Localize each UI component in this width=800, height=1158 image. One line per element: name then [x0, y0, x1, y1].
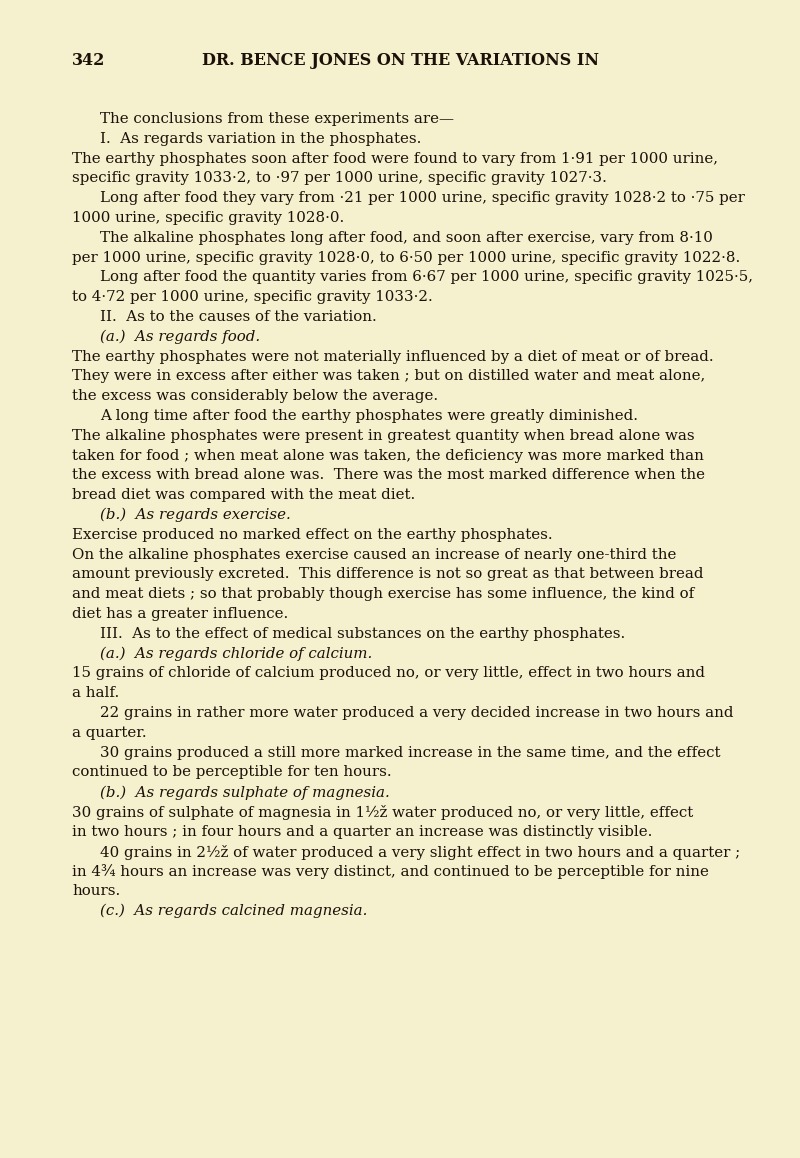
Text: (b.)  As regards exercise.: (b.) As regards exercise. [100, 508, 290, 522]
Text: to 4·72 per 1000 urine, specific gravity 1033·2.: to 4·72 per 1000 urine, specific gravity… [72, 291, 433, 305]
Text: bread diet was compared with the meat diet.: bread diet was compared with the meat di… [72, 489, 415, 503]
Text: amount previously excreted.  This difference is not so great as that between bre: amount previously excreted. This differe… [72, 567, 703, 581]
Text: DR. BENCE JONES ON THE VARIATIONS IN: DR. BENCE JONES ON THE VARIATIONS IN [202, 52, 598, 69]
Text: III.  As to the effect of medical substances on the earthy phosphates.: III. As to the effect of medical substan… [100, 626, 626, 640]
Text: 30 grains of sulphate of magnesia in 1½ž water produced no, or very little, effe: 30 grains of sulphate of magnesia in 1½ž… [72, 805, 694, 820]
Text: The alkaline phosphates were present in greatest quantity when bread alone was: The alkaline phosphates were present in … [72, 428, 694, 442]
Text: The earthy phosphates soon after food were found to vary from 1·91 per 1000 urin: The earthy phosphates soon after food we… [72, 152, 718, 166]
Text: The alkaline phosphates long after food, and soon after exercise, vary from 8·10: The alkaline phosphates long after food,… [100, 230, 713, 244]
Text: the excess with bread alone was.  There was the most marked difference when the: the excess with bread alone was. There w… [72, 468, 705, 483]
Text: The earthy phosphates were not materially influenced by a diet of meat or of bre: The earthy phosphates were not materiall… [72, 350, 714, 364]
Text: On the alkaline phosphates exercise caused an increase of nearly one-third the: On the alkaline phosphates exercise caus… [72, 548, 676, 562]
Text: in two hours ; in four hours and a quarter an increase was distinctly visible.: in two hours ; in four hours and a quart… [72, 824, 652, 838]
Text: 40 grains in 2½ž of water produced a very slight effect in two hours and a quart: 40 grains in 2½ž of water produced a ver… [100, 844, 740, 859]
Text: specific gravity 1033·2, to ·97 per 1000 urine, specific gravity 1027·3.: specific gravity 1033·2, to ·97 per 1000… [72, 171, 607, 185]
Text: diet has a greater influence.: diet has a greater influence. [72, 607, 288, 621]
Text: hours.: hours. [72, 885, 120, 899]
Text: The conclusions from these experiments are—: The conclusions from these experiments a… [100, 112, 454, 126]
Text: 342: 342 [72, 52, 106, 69]
Text: Long after food the quantity varies from 6·67 per 1000 urine, specific gravity 1: Long after food the quantity varies from… [100, 271, 753, 285]
Text: II.  As to the causes of the variation.: II. As to the causes of the variation. [100, 310, 377, 324]
Text: Exercise produced no marked effect on the earthy phosphates.: Exercise produced no marked effect on th… [72, 528, 553, 542]
Text: a quarter.: a quarter. [72, 726, 146, 740]
Text: 1000 urine, specific gravity 1028·0.: 1000 urine, specific gravity 1028·0. [72, 211, 344, 225]
Text: They were in excess after either was taken ; but on distilled water and meat alo: They were in excess after either was tak… [72, 369, 706, 383]
Text: a half.: a half. [72, 687, 119, 701]
Text: taken for food ; when meat alone was taken, the deficiency was more marked than: taken for food ; when meat alone was tak… [72, 448, 704, 462]
Text: the excess was considerably below the average.: the excess was considerably below the av… [72, 389, 438, 403]
Text: and meat diets ; so that probably though exercise has some influence, the kind o: and meat diets ; so that probably though… [72, 587, 694, 601]
Text: 30 grains produced a still more marked increase in the same time, and the effect: 30 grains produced a still more marked i… [100, 746, 721, 760]
Text: (a.)  As regards chloride of calcium.: (a.) As regards chloride of calcium. [100, 646, 372, 661]
Text: 22 grains in rather more water produced a very decided increase in two hours and: 22 grains in rather more water produced … [100, 706, 734, 720]
Text: A long time after food the earthy phosphates were greatly diminished.: A long time after food the earthy phosph… [100, 409, 638, 423]
Text: (a.)  As regards food.: (a.) As regards food. [100, 330, 260, 344]
Text: in 4¾ hours an increase was very distinct, and continued to be perceptible for n: in 4¾ hours an increase was very distinc… [72, 864, 709, 879]
Text: Long after food they vary from ·21 per 1000 urine, specific gravity 1028·2 to ·7: Long after food they vary from ·21 per 1… [100, 191, 745, 205]
Text: 15 grains of chloride of calcium produced no, or very little, effect in two hour: 15 grains of chloride of calcium produce… [72, 666, 705, 681]
Text: (b.)  As regards sulphate of magnesia.: (b.) As regards sulphate of magnesia. [100, 785, 390, 799]
Text: (c.)  As regards calcined magnesia.: (c.) As regards calcined magnesia. [100, 904, 367, 918]
Text: I.  As regards variation in the phosphates.: I. As regards variation in the phosphate… [100, 132, 422, 146]
Text: per 1000 urine, specific gravity 1028·0, to 6·50 per 1000 urine, specific gravit: per 1000 urine, specific gravity 1028·0,… [72, 250, 740, 264]
Text: continued to be perceptible for ten hours.: continued to be perceptible for ten hour… [72, 765, 392, 779]
